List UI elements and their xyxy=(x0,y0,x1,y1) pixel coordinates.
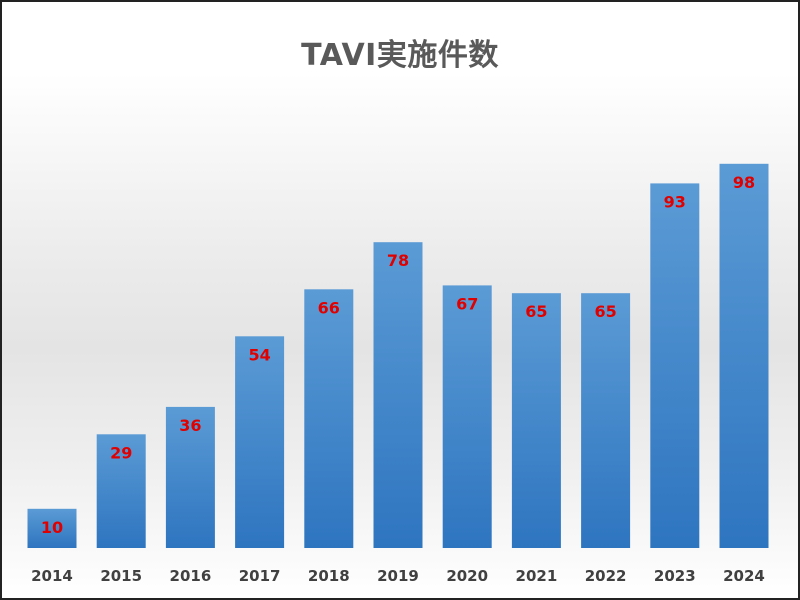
data-label-2021: 65 xyxy=(525,302,547,321)
bar-2016 xyxy=(165,406,215,548)
data-label-2022: 65 xyxy=(594,302,616,321)
bars-group xyxy=(27,163,769,549)
x-tick-label-2017: 2017 xyxy=(239,567,281,585)
bar-2018 xyxy=(304,289,354,548)
x-tick-label-2022: 2022 xyxy=(585,567,627,585)
x-tick-label-2014: 2014 xyxy=(31,567,73,585)
data-labels-group: 10 29 36 54 66 78 67 65 65 93 98 xyxy=(41,173,755,537)
bar-2015 xyxy=(96,434,146,548)
data-label-2024: 98 xyxy=(733,173,755,192)
x-tick-label-2016: 2016 xyxy=(170,567,212,585)
bar-2024 xyxy=(719,163,769,549)
bar-2014 xyxy=(27,508,77,548)
bar-2023 xyxy=(650,183,700,548)
x-tick-label-2023: 2023 xyxy=(654,567,696,585)
data-label-2023: 93 xyxy=(664,192,686,211)
bar-2019 xyxy=(373,242,423,548)
data-label-2015: 29 xyxy=(110,443,132,462)
x-tick-label-2018: 2018 xyxy=(308,567,350,585)
data-label-2014: 10 xyxy=(41,518,63,537)
x-tick-label-2024: 2024 xyxy=(723,567,765,585)
data-label-2019: 78 xyxy=(387,251,409,270)
data-label-2018: 66 xyxy=(318,298,340,317)
x-tick-label-2021: 2021 xyxy=(516,567,558,585)
x-axis-ticks: 2014 2015 2016 2017 2018 2019 2020 2021 2022 2023… xyxy=(31,567,765,585)
bar-2020 xyxy=(442,285,492,548)
bar-2022 xyxy=(581,293,631,548)
x-tick-label-2020: 2020 xyxy=(446,567,488,585)
x-tick-label-2019: 2019 xyxy=(377,567,419,585)
data-label-2020: 67 xyxy=(456,294,478,313)
data-label-2017: 54 xyxy=(248,345,270,364)
data-label-2016: 36 xyxy=(179,416,201,435)
bar-2017 xyxy=(235,336,285,548)
chart-title: TAVI実施件数 xyxy=(301,38,499,73)
x-tick-label-2015: 2015 xyxy=(100,567,142,585)
bar-2021 xyxy=(511,293,561,548)
